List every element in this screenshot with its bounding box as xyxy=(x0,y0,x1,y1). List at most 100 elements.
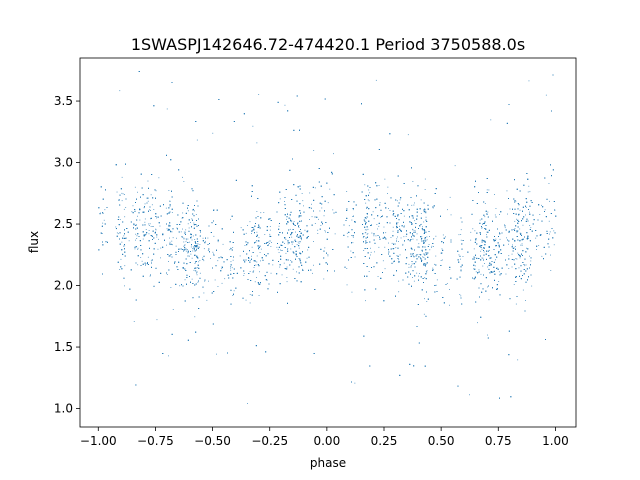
data-point xyxy=(287,248,288,250)
data-point xyxy=(295,231,296,233)
data-point xyxy=(230,261,232,263)
data-point xyxy=(150,218,152,220)
data-point xyxy=(549,233,550,235)
data-point xyxy=(192,248,193,250)
data-point xyxy=(269,243,270,244)
data-point xyxy=(481,247,482,248)
data-point xyxy=(147,180,149,182)
data-point xyxy=(148,233,150,235)
data-point xyxy=(426,236,428,238)
data-point xyxy=(183,241,185,243)
data-point xyxy=(419,246,420,248)
data-point xyxy=(368,200,370,202)
data-point xyxy=(185,241,187,243)
data-point xyxy=(351,219,353,221)
data-point xyxy=(363,250,365,251)
data-point xyxy=(460,239,462,241)
data-point xyxy=(245,299,247,301)
data-point xyxy=(190,235,192,237)
data-point xyxy=(352,242,354,244)
data-point xyxy=(481,248,483,250)
data-point xyxy=(429,236,430,237)
data-point xyxy=(412,228,413,230)
data-point xyxy=(171,212,173,213)
data-point xyxy=(258,94,260,95)
data-point xyxy=(259,271,260,273)
data-point xyxy=(264,234,266,235)
data-point xyxy=(156,217,157,219)
data-points xyxy=(98,71,557,404)
data-point xyxy=(426,270,428,272)
data-point xyxy=(450,214,452,216)
data-point xyxy=(368,189,370,191)
data-point xyxy=(488,189,490,191)
data-point xyxy=(519,209,521,211)
data-point xyxy=(424,298,425,300)
data-point xyxy=(125,207,127,208)
data-point xyxy=(424,277,426,279)
data-point xyxy=(477,273,479,275)
data-point xyxy=(460,258,461,260)
data-point xyxy=(249,294,251,295)
data-point xyxy=(399,254,401,256)
data-point xyxy=(121,200,123,202)
data-point xyxy=(312,272,313,274)
data-point xyxy=(528,238,529,239)
data-point xyxy=(145,233,147,235)
data-point xyxy=(156,319,158,321)
data-point xyxy=(395,247,397,249)
data-point xyxy=(221,266,223,268)
data-point xyxy=(441,259,443,261)
data-point xyxy=(116,191,118,193)
data-point xyxy=(272,264,274,266)
data-point xyxy=(495,238,497,240)
data-point xyxy=(302,200,304,202)
data-point xyxy=(545,94,547,96)
data-point xyxy=(431,246,432,248)
data-point xyxy=(296,271,297,273)
data-point xyxy=(171,240,173,242)
data-point xyxy=(391,242,393,244)
data-point xyxy=(402,244,404,246)
data-point xyxy=(425,271,427,272)
data-point xyxy=(285,252,287,254)
data-point xyxy=(366,233,368,235)
data-point xyxy=(284,201,285,202)
data-point xyxy=(504,224,505,226)
data-point xyxy=(519,228,521,230)
data-point xyxy=(441,248,443,250)
data-point xyxy=(144,221,146,223)
data-point xyxy=(412,255,414,257)
data-point xyxy=(284,243,285,244)
data-point xyxy=(405,235,407,237)
data-point xyxy=(351,291,353,293)
data-point xyxy=(252,125,254,127)
data-point xyxy=(160,257,161,259)
data-point xyxy=(352,209,354,211)
data-point xyxy=(148,225,150,226)
data-point xyxy=(420,239,422,240)
data-point xyxy=(434,263,435,265)
data-point xyxy=(521,243,523,245)
data-point xyxy=(389,210,391,211)
data-point xyxy=(147,200,149,202)
data-point xyxy=(194,316,196,318)
data-point xyxy=(513,247,515,249)
data-point xyxy=(183,231,185,233)
data-point xyxy=(190,253,192,255)
data-point xyxy=(423,263,425,265)
data-point xyxy=(258,295,260,296)
data-point xyxy=(384,178,386,180)
data-point xyxy=(473,248,475,250)
data-point xyxy=(168,261,169,262)
data-point xyxy=(522,289,524,291)
data-point xyxy=(504,227,506,229)
data-point xyxy=(508,255,510,257)
data-point xyxy=(121,176,123,178)
data-point xyxy=(204,240,206,242)
data-point xyxy=(251,230,253,232)
data-point xyxy=(233,290,235,292)
data-point xyxy=(411,204,413,206)
data-point xyxy=(279,266,281,268)
data-point xyxy=(398,280,400,282)
